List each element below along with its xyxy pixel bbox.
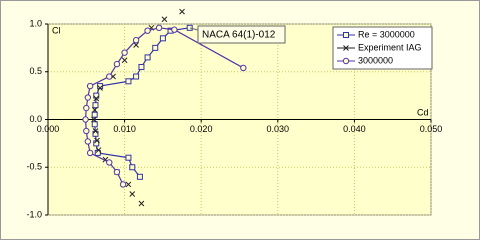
point xyxy=(84,94,92,101)
y-tick-label: 1.0 xyxy=(29,18,42,28)
point xyxy=(86,82,94,90)
point xyxy=(144,54,151,61)
point xyxy=(121,49,128,56)
point xyxy=(152,44,159,51)
marks xyxy=(82,8,247,207)
point xyxy=(83,104,90,112)
point xyxy=(125,78,132,85)
point xyxy=(91,116,97,123)
point xyxy=(91,111,98,118)
point xyxy=(129,164,136,171)
point xyxy=(129,191,136,197)
point xyxy=(132,37,140,44)
legend-box xyxy=(332,26,433,70)
y-tick-label: 0.0 xyxy=(29,114,42,124)
point xyxy=(95,147,102,153)
annotation-box xyxy=(197,25,286,44)
legend-marker xyxy=(343,32,349,38)
point xyxy=(121,57,128,64)
point xyxy=(186,24,193,31)
point xyxy=(171,26,178,33)
legend: Re = 3000000 Experiment IAG 3000000 xyxy=(332,26,433,70)
point xyxy=(91,121,98,128)
point xyxy=(136,173,143,180)
point xyxy=(97,85,103,91)
legend-label: Experiment IAG xyxy=(358,42,422,52)
point xyxy=(82,116,89,123)
x-tick-label: 0.050 xyxy=(420,124,443,134)
point xyxy=(91,107,98,113)
legend-marker xyxy=(343,45,349,51)
y-axis-label: Cl xyxy=(52,25,61,35)
point xyxy=(138,63,145,70)
point xyxy=(125,154,132,161)
point xyxy=(92,102,99,109)
point xyxy=(144,27,151,34)
point xyxy=(94,137,100,144)
legend-marker xyxy=(342,57,350,65)
point xyxy=(133,73,140,80)
legend-label: Re = 3000000 xyxy=(358,29,415,39)
point xyxy=(125,181,132,188)
y-tick-label: 0.5 xyxy=(29,66,42,76)
point xyxy=(161,16,168,23)
point xyxy=(83,127,90,135)
point xyxy=(92,128,99,134)
point xyxy=(159,35,166,42)
point xyxy=(113,60,121,68)
x-tick-label: 0.040 xyxy=(343,124,366,134)
y-tick-label: -1.0 xyxy=(26,209,42,219)
annotation: NACA 64(1)-012 xyxy=(202,30,276,41)
point xyxy=(106,159,113,166)
point xyxy=(138,200,145,207)
x-tick-label: 0.020 xyxy=(190,124,213,134)
annotation-leader xyxy=(189,27,199,31)
x-axis-label: Cd xyxy=(417,107,429,117)
x-tick-label: 0.010 xyxy=(113,124,136,134)
legend-label: 3000000 xyxy=(358,55,393,65)
point xyxy=(93,95,100,102)
y-tick-label: -0.5 xyxy=(26,162,42,172)
point xyxy=(84,138,92,145)
point xyxy=(86,149,94,157)
x-tick-label: 0.030 xyxy=(267,124,290,134)
point xyxy=(119,181,127,188)
point xyxy=(133,42,139,48)
point xyxy=(106,73,113,80)
point xyxy=(155,24,163,32)
point xyxy=(179,8,185,15)
point xyxy=(113,168,121,176)
point xyxy=(240,64,247,72)
